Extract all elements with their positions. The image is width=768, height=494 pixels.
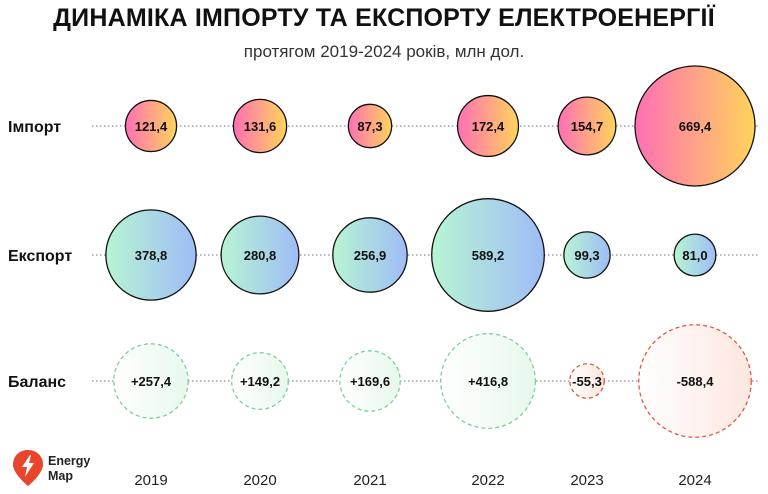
- data-label: +169,6: [350, 374, 390, 389]
- series-label: Експорт: [8, 248, 72, 265]
- data-label: 589,2: [472, 248, 505, 263]
- bubble-export-2020: [220, 215, 300, 295]
- bubbles: 121,4 131,6 87,3 172,4 154,7 669,4 378,8 280,8 2…: [105, 65, 756, 438]
- bubble-balance-2021: [339, 350, 401, 412]
- data-label: +257,4: [131, 374, 172, 389]
- lightning-icon: [22, 455, 34, 477]
- data-label: 121,4: [135, 119, 168, 134]
- x-tick-label: 2024: [678, 472, 711, 489]
- bubble-export-2023: [563, 231, 611, 279]
- data-label: 87,3: [357, 119, 382, 134]
- chart-title: ДИНАМІКА ІМПОРТУ ТА ЕКСПОРТУ ЕЛЕКТРОЕНЕР…: [53, 4, 715, 32]
- x-axis-labels: 2019 2020 2021 2022 2023 2024: [134, 472, 711, 489]
- data-label: +149,2: [240, 374, 280, 389]
- data-label: 154,7: [571, 119, 604, 134]
- row-labels: Імпорт Експорт Баланс: [8, 119, 72, 391]
- series-label: Імпорт: [8, 119, 61, 136]
- brand-name: Energy Map: [48, 454, 90, 484]
- brand-line-2: Map: [48, 469, 73, 483]
- bubble-export-2024: [673, 233, 717, 277]
- x-tick-label: 2020: [243, 472, 276, 489]
- data-label: 280,8: [244, 248, 277, 263]
- x-tick-label: 2023: [570, 472, 603, 489]
- x-tick-label: 2019: [134, 472, 167, 489]
- bubble-export-2022: [431, 198, 545, 312]
- x-tick-label: 2021: [353, 472, 386, 489]
- data-label: 378,8: [135, 248, 168, 263]
- chart-subtitle: протягом 2019-2024 років, млн дол.: [243, 42, 525, 61]
- bubble-import-2022: [456, 94, 520, 158]
- data-label: 99,3: [574, 248, 599, 263]
- data-label: 172,4: [472, 119, 505, 134]
- bubble-export-2021: [332, 217, 408, 293]
- bubble-export-2019: [105, 209, 197, 301]
- bubble-import-2024: [634, 65, 756, 187]
- bubble-import-2021: [347, 103, 393, 149]
- data-label: 669,4: [679, 119, 712, 134]
- x-tick-label: 2022: [471, 472, 504, 489]
- data-label: -55,3: [572, 374, 602, 389]
- bubble-balance-2020: [231, 352, 289, 410]
- energy-map-logo: [13, 450, 43, 486]
- bubble-balance-2024: [638, 324, 752, 438]
- bubble-balance-2023: [569, 363, 605, 399]
- brand-line-1: Energy: [48, 454, 91, 468]
- data-label: 81,0: [682, 248, 707, 263]
- bubble-balance-2022: [440, 333, 536, 429]
- bubble-import-2020: [232, 98, 288, 154]
- series-label: Баланс: [8, 374, 66, 391]
- data-label: 256,9: [354, 248, 387, 263]
- bubble-import-2019: [124, 99, 178, 153]
- bubble-balance-2019: [113, 343, 189, 419]
- data-label: 131,6: [244, 119, 277, 134]
- bubble-import-2023: [557, 96, 617, 156]
- data-label: -588,4: [677, 374, 715, 389]
- data-label: +416,8: [468, 374, 508, 389]
